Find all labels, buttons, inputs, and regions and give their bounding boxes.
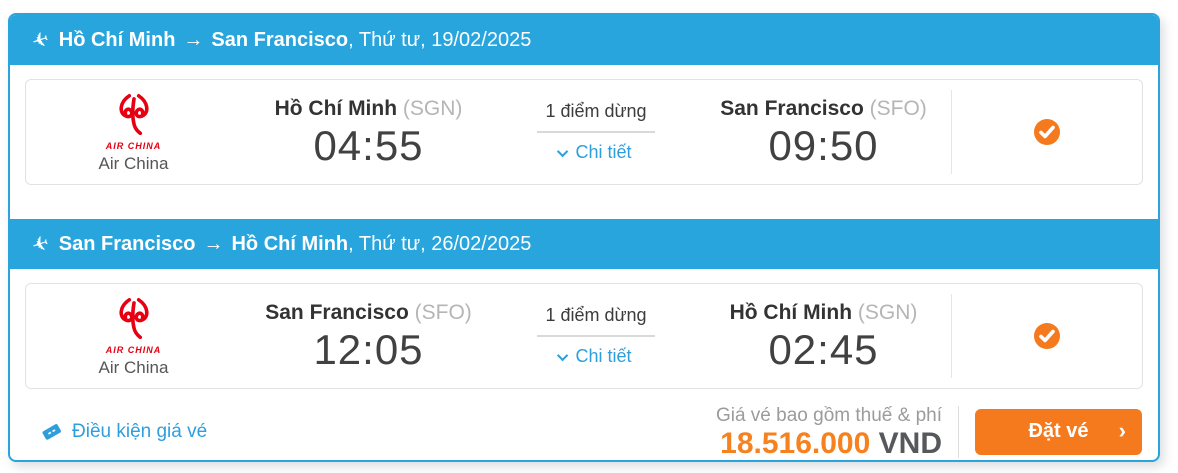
book-button-label: Đặt vé [1028, 420, 1089, 442]
route-to: San Francisco [211, 28, 349, 51]
card-divider [951, 294, 952, 378]
stops-block: 1 điểm dừng Chi tiết [496, 305, 696, 367]
airline-logo-block: AIR CHINA Air China [26, 295, 241, 378]
price-block: Giá vé bao gồm thuế & phí 18.516.000 VND [716, 404, 942, 460]
departure-city: San Francisco [265, 300, 409, 324]
selected-block[interactable] [952, 322, 1142, 350]
segment-header-return: ✈ San Francisco → Hồ Chí Minh , Thứ tư, … [10, 219, 1158, 269]
stops-block: 1 điểm dừng Chi tiết [496, 101, 696, 163]
segment-body-outbound: AIR CHINA Air China Hồ Chí Minh (SGN) 04… [10, 79, 1158, 219]
chevron-right-icon: › [1118, 417, 1126, 443]
route-arrow-icon: → [183, 28, 204, 51]
booking-footer: Điều kiện giá vé Giá vé bao gồm thuế & p… [10, 389, 1158, 460]
arrival-code: (SGN) [857, 300, 918, 324]
selected-check-icon [1034, 119, 1060, 145]
flight-date: , Thứ tư, 19/02/2025 [348, 28, 532, 51]
arrival-city: San Francisco [720, 96, 864, 120]
route-to: Hồ Chí Minh [231, 232, 349, 255]
flight-results-panel: ✈ Hồ Chí Minh → San Francisco , Thứ tư, … [8, 13, 1160, 462]
route-arrow-icon: → [203, 232, 224, 255]
segment-header-outbound: ✈ Hồ Chí Minh → San Francisco , Thứ tư, … [10, 15, 1158, 65]
footer-divider [958, 405, 959, 458]
arrival-block: Hồ Chí Minh (SGN) 02:45 [696, 300, 951, 373]
chevron-down-icon [557, 349, 569, 361]
selected-block[interactable] [952, 118, 1142, 146]
price-note: Giá vé bao gồm thuế & phí [715, 404, 942, 426]
selected-check-icon [1034, 323, 1060, 349]
route-from: San Francisco [58, 232, 196, 255]
details-link[interactable]: Chi tiết [557, 346, 632, 367]
airline-logo-icon [118, 297, 149, 339]
segment-body-return: AIR CHINA Air China San Francisco (SFO) … [10, 283, 1158, 460]
airline-name: Air China [98, 153, 169, 173]
card-divider [951, 90, 952, 174]
stops-label: 1 điểm dừng [545, 101, 647, 121]
fare-conditions-label: Điều kiện giá vé [72, 420, 208, 442]
departure-city: Hồ Chí Minh [274, 96, 398, 120]
plane-icon: ✈ [29, 231, 52, 258]
arrival-time: 09:50 [768, 121, 879, 169]
airline-logo-icon [118, 93, 149, 135]
departure-time: 04:55 [313, 121, 424, 169]
route-from: Hồ Chí Minh [58, 28, 176, 51]
ticket-icon [42, 424, 61, 440]
book-button[interactable]: Đặt vé › [975, 408, 1142, 455]
departure-code: (SFO) [414, 300, 472, 324]
stops-divider [537, 131, 655, 133]
arrival-code: (SFO) [869, 96, 927, 120]
departure-code: (SGN) [402, 96, 463, 120]
stops-label: 1 điểm dừng [545, 305, 647, 325]
plane-icon: ✈ [29, 27, 52, 54]
arrival-city: Hồ Chí Minh [729, 300, 853, 324]
arrival-time: 02:45 [768, 325, 879, 373]
arrival-block: San Francisco (SFO) 09:50 [696, 96, 951, 169]
fare-conditions-link[interactable]: Điều kiện giá vé [40, 420, 207, 443]
flight-date: , Thứ tư, 26/02/2025 [348, 232, 532, 255]
price-currency: VND [878, 426, 942, 460]
airline-logo-block: AIR CHINA Air China [26, 91, 241, 174]
departure-block: Hồ Chí Minh (SGN) 04:55 [241, 96, 496, 169]
airline-logo-caption: AIR CHINA [105, 344, 162, 355]
departure-time: 12:05 [313, 325, 424, 373]
airline-name: Air China [98, 357, 169, 377]
details-link[interactable]: Chi tiết [557, 142, 632, 163]
flight-card-outbound: AIR CHINA Air China Hồ Chí Minh (SGN) 04… [25, 79, 1143, 185]
stops-divider [537, 335, 655, 337]
departure-block: San Francisco (SFO) 12:05 [241, 300, 496, 373]
chevron-down-icon [557, 145, 569, 157]
price-amount: 18.516.000 [720, 426, 871, 460]
airline-logo-caption: AIR CHINA [105, 140, 162, 151]
details-label: Chi tiết [575, 346, 632, 366]
details-label: Chi tiết [575, 142, 632, 162]
flight-card-return: AIR CHINA Air China San Francisco (SFO) … [25, 283, 1143, 389]
